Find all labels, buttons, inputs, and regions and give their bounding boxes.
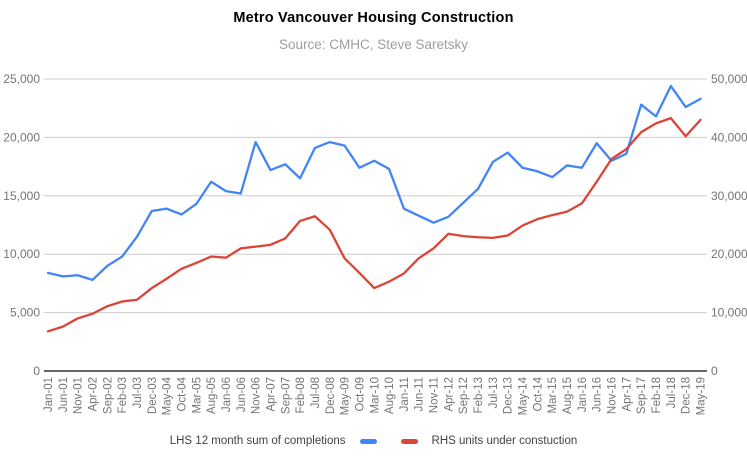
legend-label-completions: LHS 12 month sum of completions	[169, 435, 346, 447]
x-axis-tick-label: Oct-09	[354, 377, 366, 412]
x-axis-tick-label: Jan-11	[399, 377, 411, 411]
x-axis-tick-label: Apr-17	[621, 377, 633, 412]
x-axis-tick-label: Nov-11	[429, 377, 441, 413]
left-axis-tick-label: 10,000	[3, 247, 40, 261]
x-axis-tick-label: Jul-03	[132, 377, 144, 408]
x-axis-tick-label: Jan-01	[43, 377, 55, 412]
x-axis-tick-label: Dec-13	[503, 377, 515, 414]
x-axis-tick-label: Jul-08	[310, 377, 322, 408]
series-line-completions	[46, 84, 702, 282]
x-axis-tick-label: Feb-03	[117, 377, 129, 413]
x-axis-tick-label: Dec-03	[147, 377, 159, 414]
series-line-under-construction	[46, 116, 702, 333]
right-axis-tick-label: 50,000	[711, 72, 747, 86]
x-axis-tick-label: May-19	[696, 377, 708, 415]
right-axis-tick-label: 0	[711, 364, 718, 378]
right-axis-tick-label: 40,000	[711, 130, 747, 144]
x-axis-tick-label: May-04	[162, 376, 174, 415]
x-axis-tick-label: Feb-13	[473, 377, 485, 413]
x-axis-tick-label: Feb-08	[295, 377, 307, 413]
legend-label-under-construction: RHS units under constuction	[431, 435, 578, 447]
x-axis-tick-label: Jun-06	[236, 377, 248, 412]
right-axis-tick-label: 30,000	[711, 189, 747, 203]
x-axis-tick-label: Feb-18	[651, 377, 663, 413]
left-axis-tick-label: 20,000	[3, 130, 40, 144]
legend-swatch-completions-icon	[359, 438, 377, 444]
left-axis-tick-label: 5,000	[10, 306, 40, 320]
left-axis-tick-label: 25,000	[3, 72, 40, 86]
x-axis-tick-label: Apr-12	[443, 377, 455, 412]
x-axis-tick-label: Aug-05	[206, 377, 218, 414]
x-axis-tick-label: Apr-02	[87, 377, 99, 412]
chart-legend: LHS 12 month sum of completions RHS unit…	[0, 435, 747, 447]
x-axis-tick-label: Mar-05	[191, 377, 203, 413]
x-axis-tick-label: Sep-12	[458, 377, 470, 414]
x-axis-tick-label: Nov-06	[251, 377, 263, 414]
x-axis-tick-label: Dec-18	[681, 377, 693, 414]
x-axis-tick-label: Jan-06	[221, 377, 233, 412]
x-axis-tick-label: Jul-18	[666, 377, 678, 408]
x-axis-tick-label: Jul-13	[488, 377, 500, 408]
left-axis-tick-label: 15,000	[3, 189, 40, 203]
x-axis-tick-label: Sep-02	[102, 377, 114, 414]
x-axis-tick-label: Jun-01	[58, 377, 70, 412]
right-axis-tick-label: 10,000	[711, 306, 747, 320]
legend-swatch-under-construction-icon	[400, 438, 418, 444]
x-axis-tick-label: Dec-08	[325, 377, 337, 414]
x-axis-tick-label: Aug-15	[562, 377, 574, 414]
x-axis-tick-label: Jun-11	[414, 377, 426, 411]
x-axis-tick-label: May-14	[518, 376, 530, 415]
x-axis-tick-label: Sep-17	[636, 377, 648, 414]
x-axis-tick-label: May-09	[340, 377, 352, 415]
x-axis-tick-label: Nov-01	[73, 377, 85, 414]
x-axis-tick-label: Nov-16	[607, 377, 619, 414]
chart-subtitle: Source: CMHC, Steve Saretsky	[278, 37, 469, 52]
chart-title: Metro Vancouver Housing Construction	[233, 10, 514, 26]
x-axis-tick-label: Jun-16	[592, 377, 604, 412]
x-axis-tick-label: Mar-15	[547, 377, 559, 413]
x-axis-tick-label: Sep-07	[280, 377, 292, 414]
x-axis-tick-label: Jan-16	[577, 377, 589, 412]
x-axis-tick-label: Aug-10	[384, 377, 396, 414]
x-axis-tick-label: Oct-14	[532, 376, 544, 411]
right-axis-tick-label: 20,000	[711, 247, 747, 261]
x-axis-tick-label: Mar-10	[369, 377, 381, 413]
x-axis-tick-label: Oct-04	[176, 376, 188, 411]
x-axis-tick-label: Apr-07	[265, 377, 277, 412]
left-axis-tick-label: 0	[33, 364, 40, 378]
